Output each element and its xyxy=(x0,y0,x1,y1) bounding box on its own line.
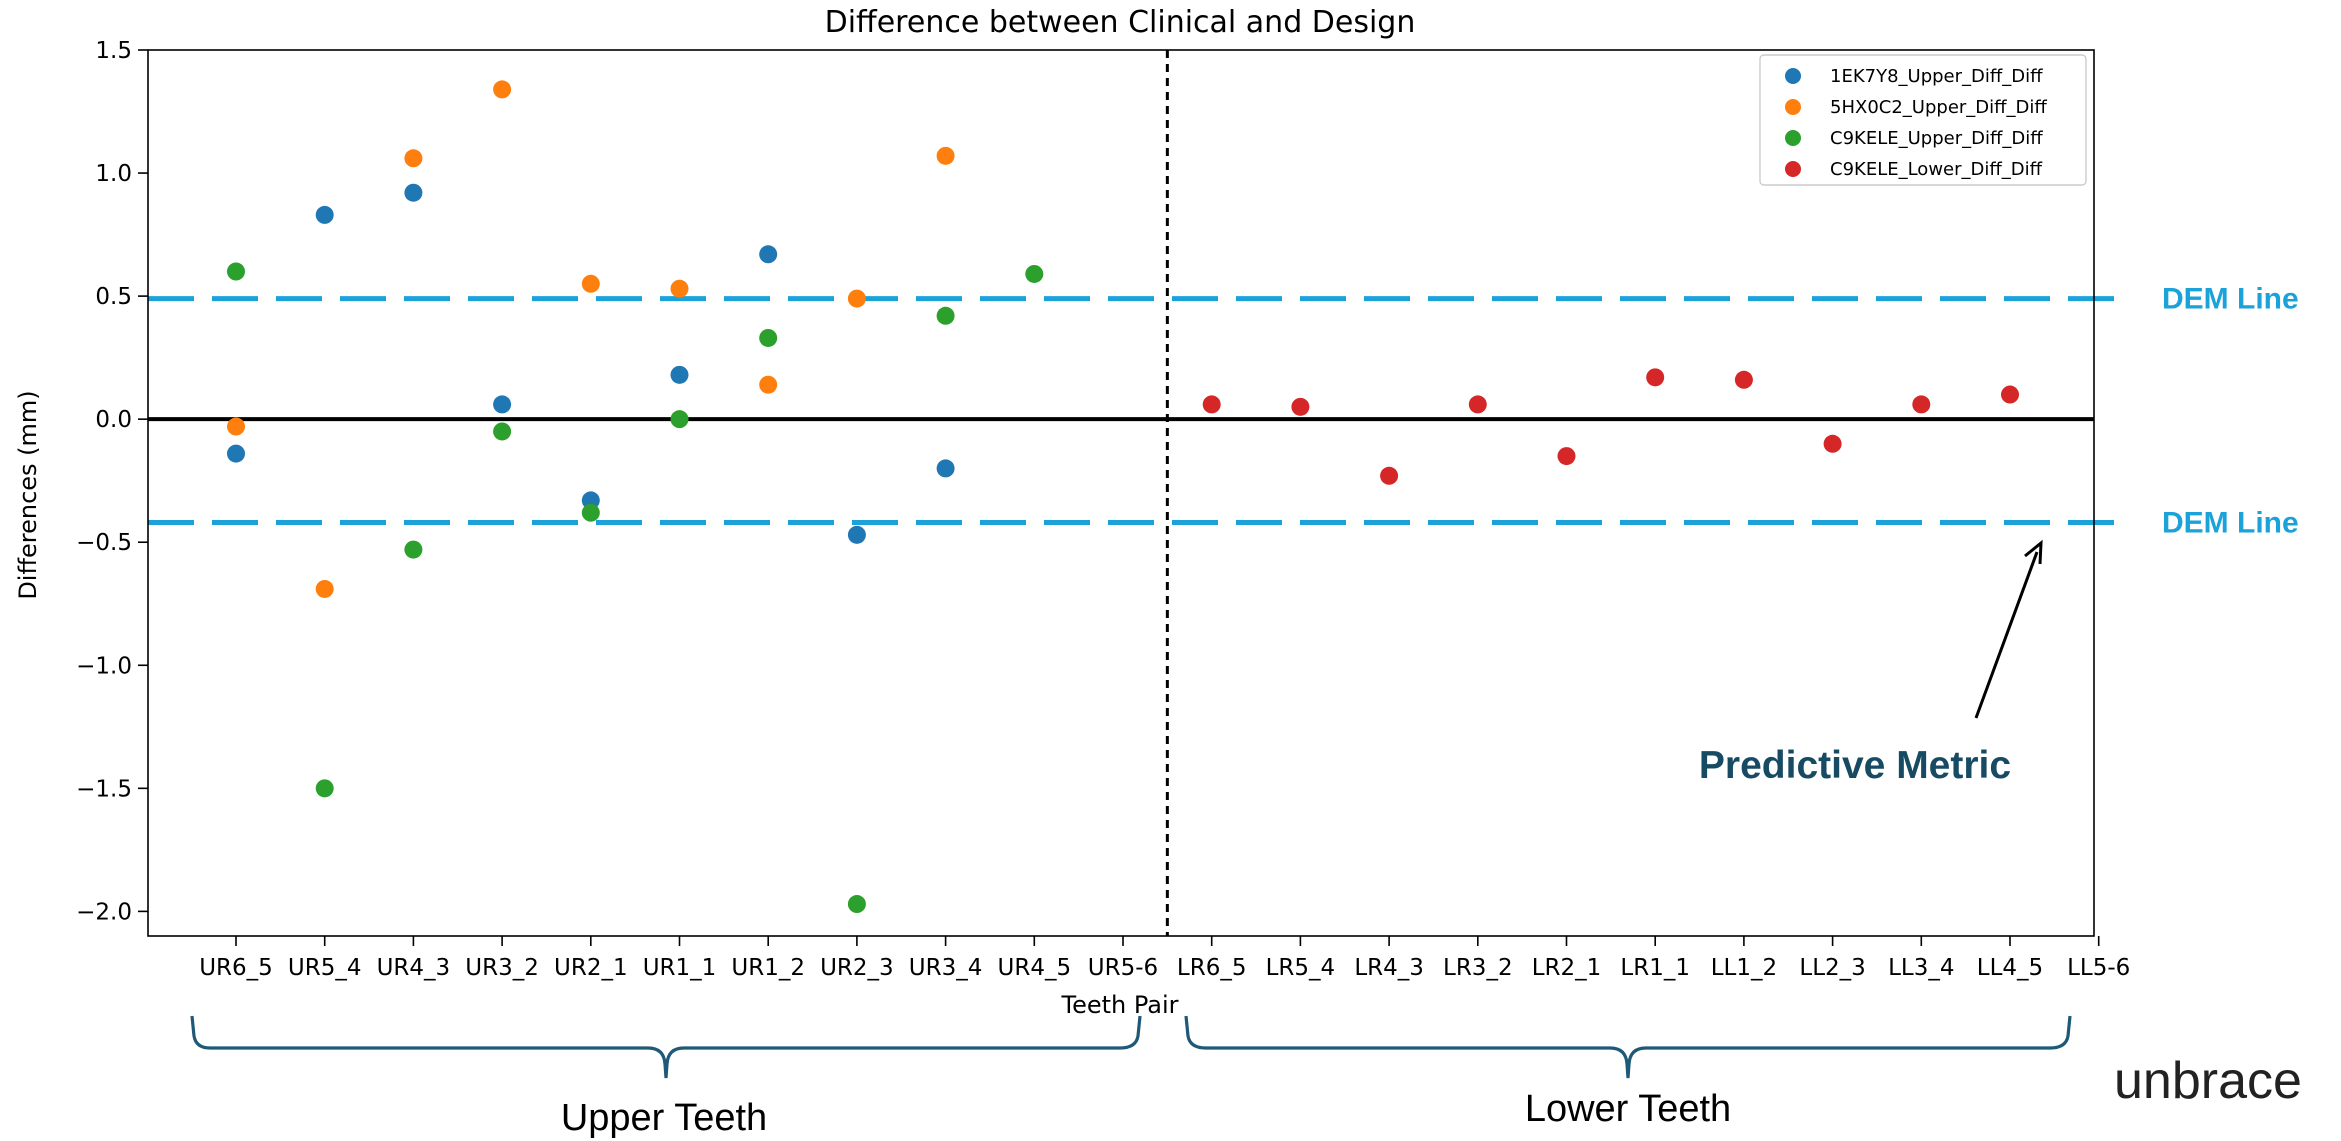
data-point xyxy=(2001,385,2019,404)
data-point xyxy=(1646,368,1665,387)
lower-teeth-label: Lower Teeth xyxy=(1525,1088,1731,1130)
x-tick-label: LR5_4 xyxy=(1266,955,1336,981)
x-tick-label: UR2_3 xyxy=(820,955,894,981)
x-tick-label: UR2_1 xyxy=(554,955,628,981)
data-point xyxy=(1291,397,1310,416)
data-point xyxy=(1025,264,1044,283)
data-point xyxy=(759,328,778,347)
x-tick-label: LR2_1 xyxy=(1532,955,1602,981)
legend-marker xyxy=(1785,68,1801,84)
data-point xyxy=(315,579,334,598)
predictive-metric-arrow xyxy=(1974,551,2039,719)
data-point xyxy=(1912,395,1931,414)
data-point xyxy=(227,444,245,463)
chart-title: Difference between Clinical and Design xyxy=(825,5,1416,40)
data-point xyxy=(936,146,955,165)
data-point xyxy=(1468,395,1487,414)
legend-marker xyxy=(1785,130,1801,146)
data-point xyxy=(1734,370,1753,389)
x-tick-label: UR4_5 xyxy=(998,955,1072,981)
legend-entry: 5HX0C2_Upper_Diff_Diff xyxy=(1830,97,2047,118)
x-tick-label: LL2_3 xyxy=(1799,955,1865,981)
lower-teeth-brace xyxy=(1184,1015,2072,1079)
data-point xyxy=(1557,447,1576,466)
y-axis-title: Differences (mm) xyxy=(14,390,42,599)
y-axis-ticks: −2.0 −1.5 −1.0 −0.5 0.0 0.5 1.0 1.5 xyxy=(76,38,148,925)
x-tick-label: LR3_2 xyxy=(1443,955,1513,981)
data-point xyxy=(847,289,866,308)
y-tick-label: −1.5 xyxy=(76,776,132,802)
y-tick-label: 1.5 xyxy=(95,38,132,64)
y-tick-label: −0.5 xyxy=(76,530,132,556)
data-point xyxy=(847,525,866,544)
reference-lines xyxy=(148,296,2128,526)
data-point xyxy=(493,422,512,441)
data-point xyxy=(581,503,600,522)
data-point xyxy=(404,540,423,559)
data-point xyxy=(759,245,778,264)
legend: 1EK7Y8_Upper_Diff_Diff 5HX0C2_Upper_Diff_… xyxy=(1759,54,2087,186)
data-point xyxy=(227,417,245,436)
predictive-metric-label: Predictive Metric xyxy=(1699,744,2011,787)
x-tick-label: LL1_2 xyxy=(1711,955,1777,981)
data-point xyxy=(670,279,689,298)
upper-teeth-brace xyxy=(190,1015,1142,1079)
scatter-points xyxy=(227,80,2019,914)
data-point xyxy=(847,895,866,914)
dem-line-label: DEM Line xyxy=(2162,283,2299,316)
x-tick-label: UR1_1 xyxy=(643,955,717,981)
data-point xyxy=(670,410,689,429)
x-tick-label: LR4_3 xyxy=(1354,955,1424,981)
data-point xyxy=(1823,434,1842,453)
x-axis-title: Teeth Pair xyxy=(1061,991,1179,1019)
data-point xyxy=(936,306,955,325)
data-point xyxy=(493,80,512,99)
legend-marker xyxy=(1785,161,1801,177)
y-tick-label: 0.0 xyxy=(95,407,132,433)
x-tick-label: UR3_2 xyxy=(465,955,539,981)
data-point xyxy=(1202,395,1221,414)
x-tick-label: LR6_5 xyxy=(1177,955,1247,981)
data-point xyxy=(936,459,955,478)
data-point xyxy=(315,205,334,224)
legend-entry: 1EK7Y8_Upper_Diff_Diff xyxy=(1830,66,2043,87)
legend-entry: C9KELE_Upper_Diff_Diff xyxy=(1830,128,2043,149)
x-tick-label: LL3_4 xyxy=(1888,955,1954,981)
data-point xyxy=(670,365,689,384)
data-point xyxy=(759,375,778,394)
data-point xyxy=(404,183,423,202)
data-point xyxy=(227,262,245,281)
dem-line-label: DEM Line xyxy=(2162,507,2299,540)
legend-marker xyxy=(1785,99,1801,115)
y-tick-label: −2.0 xyxy=(76,899,132,925)
x-tick-label: UR5_4 xyxy=(288,955,362,981)
plot-frame xyxy=(147,49,2095,937)
y-tick-label: 0.5 xyxy=(95,284,132,310)
legend-box xyxy=(1759,54,2087,186)
x-tick-label: UR4_3 xyxy=(377,955,451,981)
x-tick-label: LR1_1 xyxy=(1620,955,1690,981)
predictive-metric-arrowhead xyxy=(2024,539,2043,565)
x-tick-label: UR6_5 xyxy=(199,955,273,981)
y-tick-label: −1.0 xyxy=(76,653,132,679)
data-point xyxy=(493,395,512,414)
dem-labels: DEM Line DEM Line xyxy=(2162,283,2299,540)
data-point xyxy=(315,779,334,798)
x-tick-label: LL5-6 xyxy=(2067,955,2130,981)
data-point xyxy=(404,149,423,168)
data-point xyxy=(1380,466,1399,485)
x-tick-label: LL4_5 xyxy=(1977,955,2043,981)
x-tick-label: UR3_4 xyxy=(909,955,983,981)
x-tick-label: UR1_2 xyxy=(731,955,805,981)
upper-teeth-label: Upper Teeth xyxy=(561,1097,767,1139)
data-point xyxy=(581,491,600,510)
data-point xyxy=(581,274,600,293)
y-tick-label: 1.0 xyxy=(95,161,132,187)
x-axis-ticks: UR6_5 UR5_4 UR4_3 UR3_2 UR2_1 UR1_1 UR1_2 UR2_3… xyxy=(199,936,2130,981)
legend-entry: C9KELE_Lower_Diff_Diff xyxy=(1830,159,2043,180)
brand-logo: unbrace xyxy=(2114,1052,2302,1110)
x-tick-label: UR5-6 xyxy=(1088,955,1158,981)
